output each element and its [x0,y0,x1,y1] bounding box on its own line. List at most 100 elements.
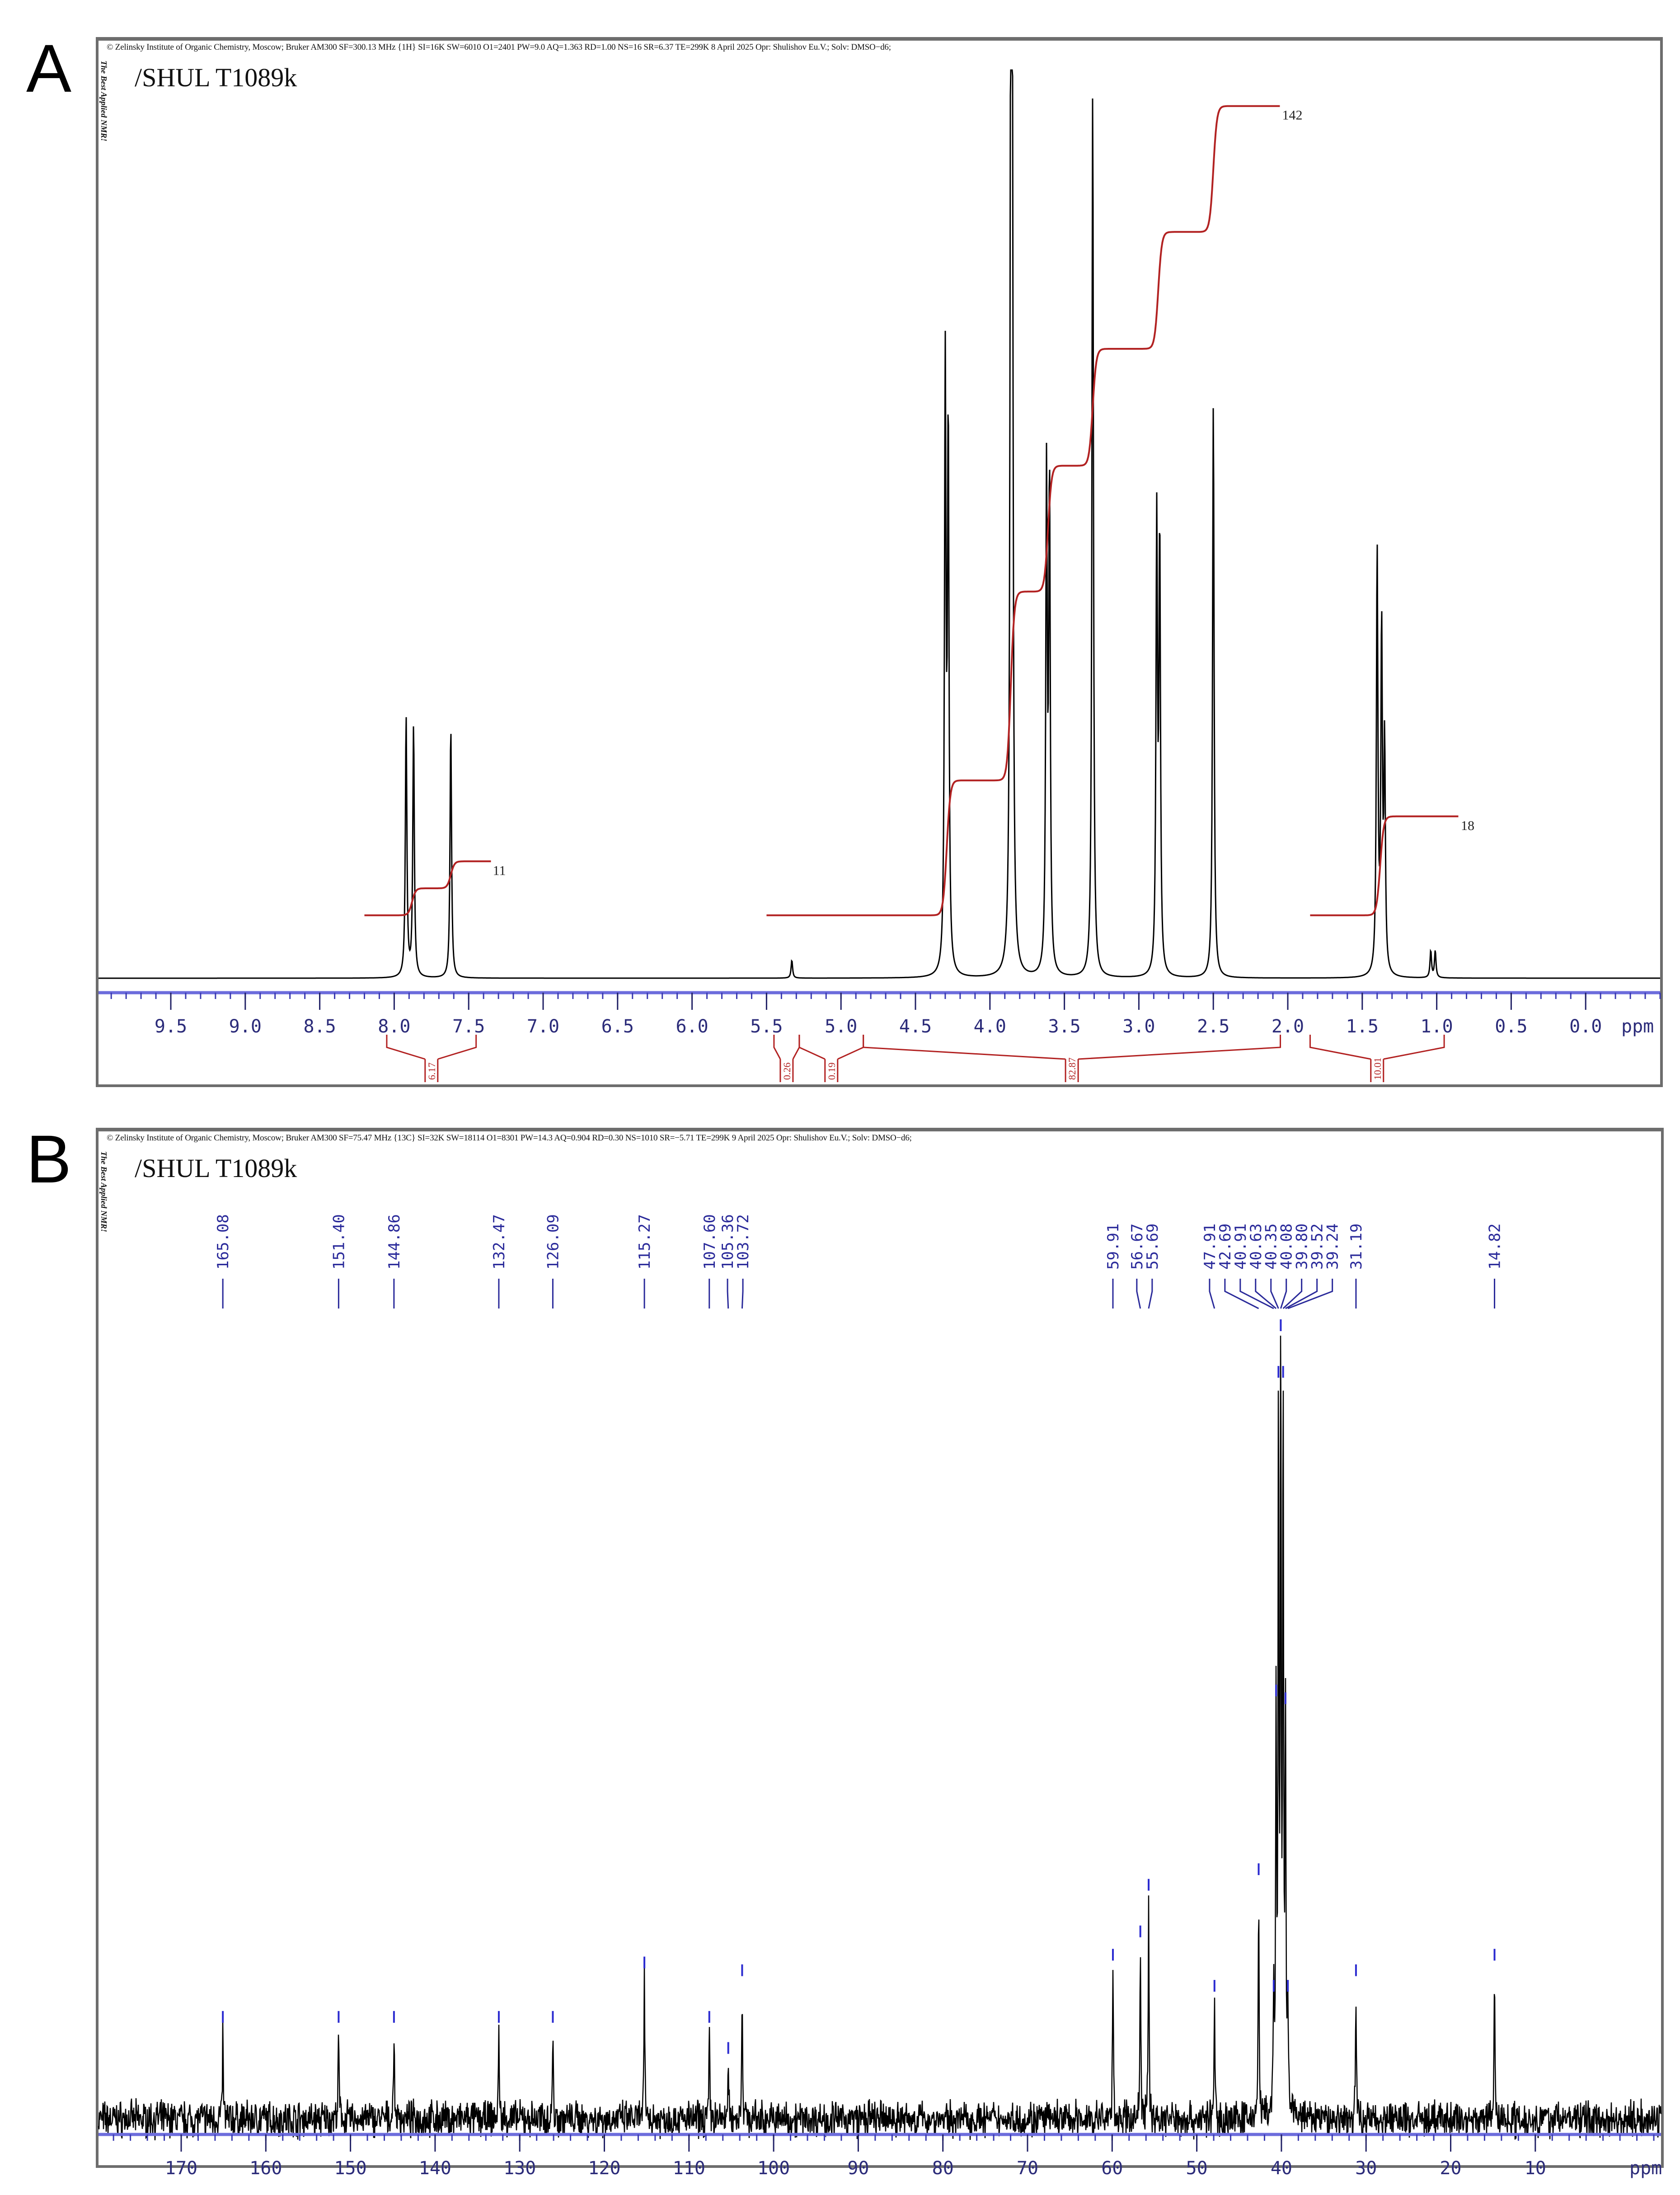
axis-tick-label: 6.0 [676,1016,708,1037]
axis-tick-label: 9.5 [155,1016,187,1037]
peak-label: 165.08 [214,1214,232,1270]
axis-tick-label: 170 [165,2158,197,2179]
integral-curve-label: 11 [493,863,506,878]
peak-label: 105.36 [719,1214,737,1270]
integral-bracket [386,1035,477,1082]
integral-bracket [863,1035,1281,1082]
axis-tick-label: 6.5 [601,1016,634,1037]
axis-tick-label: 1.0 [1420,1016,1453,1037]
axis-tick-label: 0.0 [1569,1016,1602,1037]
peak-label: 151.40 [330,1214,348,1270]
axis-tick-label: 40 [1271,2158,1292,2179]
peak-label: 56.67 [1128,1224,1146,1270]
axis-tick-label: 30 [1355,2158,1377,2179]
peak-leader-line [741,1279,744,1309]
integral-curve-label: 18 [1461,818,1474,833]
peak-label: 144.86 [385,1214,404,1270]
13c-spectrum-trace [98,1336,1662,2140]
peak-label: 40.63 [1247,1224,1265,1270]
panel-b-frame: © Zelinsky Institute of Organic Chemistr… [96,1128,1664,2168]
axis-tick-label: 90 [847,2158,869,2179]
integral-value: 82.87 [1066,1058,1078,1080]
peak-label: 59.91 [1104,1224,1122,1270]
peak-leader-line [1287,1279,1333,1309]
peak-label: 14.82 [1486,1224,1504,1270]
integral-curve [1310,815,1459,916]
axis-tick-label: 8.5 [303,1016,336,1037]
axis-tick-label: 110 [673,2158,705,2179]
integral-value: 10.01 [1372,1058,1383,1080]
integral-value: 6.17 [426,1063,437,1080]
axis-tick-label: 7.0 [527,1016,559,1037]
peak-leader-line [1136,1279,1141,1309]
peak-label: 47.91 [1201,1224,1219,1270]
peak-leader-line [1255,1279,1277,1309]
axis-tick-label: 10 [1525,2158,1546,2179]
peak-leader-line [1224,1279,1259,1309]
peak-label: 39.24 [1324,1224,1342,1270]
panel-b-label: B [26,1121,72,1197]
integral-bracket [1309,1035,1445,1082]
peak-leader-line [1209,1279,1215,1309]
peak-label: 31.19 [1347,1224,1366,1270]
peak-label: 40.91 [1232,1224,1250,1270]
panel-a-sample-name: /SHUL T1089k [135,63,297,92]
peak-leader-line [1148,1279,1153,1309]
axis-tick-label: 2.0 [1272,1016,1304,1037]
peak-label: 39.80 [1293,1224,1311,1270]
axis-tick-label: 5.0 [825,1016,857,1037]
axis-tick-label: 60 [1101,2158,1123,2179]
axis-tick-label: 140 [419,2158,451,2179]
axis-tick-label: 3.0 [1122,1016,1155,1037]
peak-label: 132.47 [490,1214,508,1270]
axis-tick-label: 50 [1186,2158,1208,2179]
axis-unit-label: ppm [1621,1016,1654,1037]
peak-leader-line [1280,1279,1287,1309]
axis-tick-label: 160 [249,2158,282,2179]
panel-b-acquisition-header: © Zelinsky Institute of Organic Chemistr… [107,1133,912,1143]
axis-tick-label: 1.5 [1346,1016,1379,1037]
peak-label: 126.09 [544,1214,562,1270]
integral-value: 0.19 [826,1063,837,1080]
panel-a-frame: © Zelinsky Institute of Organic Chemistr… [96,37,1663,1087]
axis-tick-label: 4.0 [974,1016,1006,1037]
integral-value: 0.26 [781,1063,793,1080]
axis-tick-label: 130 [503,2158,536,2179]
peak-leader-line [1282,1279,1303,1309]
peak-label: 107.60 [701,1214,719,1270]
axis-tick-label: 70 [1017,2158,1038,2179]
panel-b-sample-name: /SHUL T1089k [135,1154,297,1183]
integral-curve [364,860,491,916]
peak-label: 40.35 [1262,1224,1281,1270]
integral-curve-label: 142 [1282,108,1303,123]
peak-leader-line [727,1279,729,1309]
axis-tick-label: 9.0 [229,1016,262,1037]
peak-label: 39.52 [1309,1224,1327,1270]
panel-a-1h-spectrum: 11 142 18 9.5 9.0 8.5 8.0 7.5 7.0 6.5 6.0 5.5 5.0 4.5… [99,69,1661,1082]
axis-tick-label: 7.5 [452,1016,485,1037]
peak-label: 40.08 [1278,1224,1296,1270]
integral-curve [766,105,1280,916]
axis-tick-label: 4.5 [899,1016,932,1037]
axis-tick-label: 120 [588,2158,620,2179]
axis-tick-label: 100 [757,2158,790,2179]
peak-label: 115.27 [636,1214,654,1270]
panel-a-label: A [26,30,72,106]
panel-a-acquisition-header: © Zelinsky Institute of Organic Chemistr… [107,42,891,52]
peak-leader-line [1270,1279,1279,1309]
axis-unit-label: ppm [1629,2158,1662,2179]
axis-tick-label: 8.0 [378,1016,410,1037]
peak-label: 55.69 [1144,1224,1162,1270]
peak-leader-line [1285,1279,1318,1309]
axis-tick-label: 2.5 [1197,1016,1229,1037]
peak-label: 103.72 [734,1214,752,1270]
peak-leader-line [1239,1279,1274,1309]
axis-tick-label: 80 [932,2158,954,2179]
axis-tick-label: 0.5 [1495,1016,1527,1037]
axis-tick-label: 20 [1440,2158,1461,2179]
peak-label: 42.69 [1216,1224,1234,1270]
axis-tick-label: 5.5 [750,1016,783,1037]
axis-tick-label: 150 [334,2158,366,2179]
axis-tick-label: 3.5 [1048,1016,1080,1037]
